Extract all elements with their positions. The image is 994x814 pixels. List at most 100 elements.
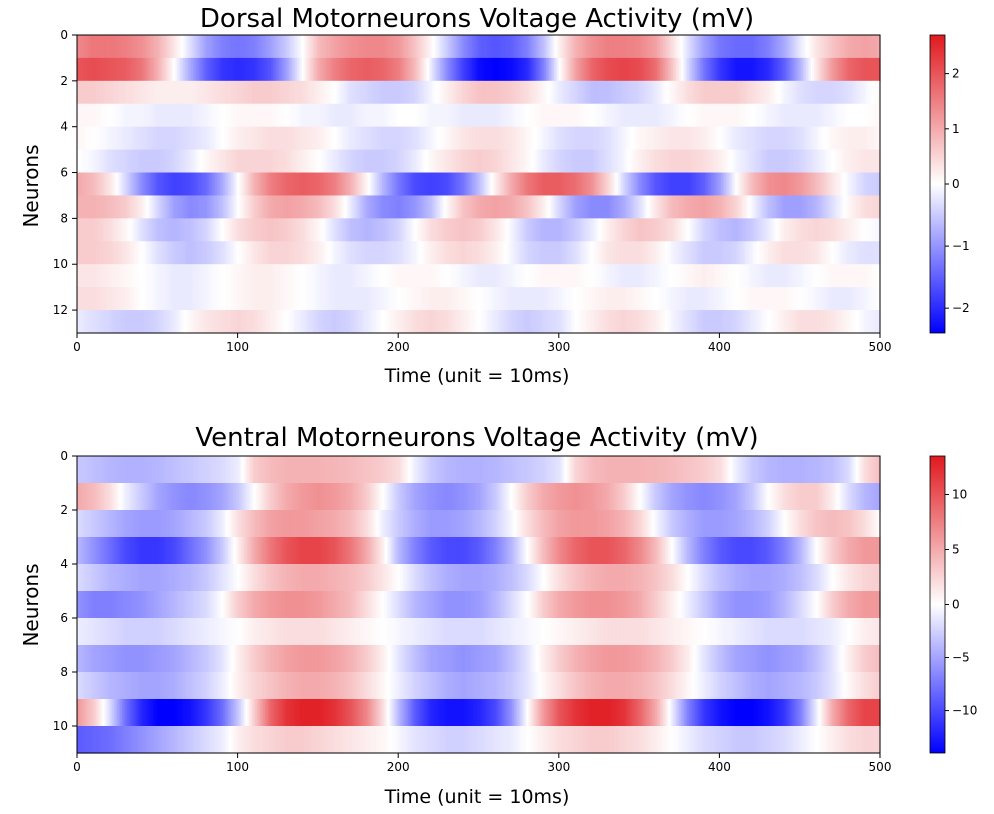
heatmap-cell xyxy=(308,172,311,197)
heatmap-cell xyxy=(375,195,378,219)
heatmap-cell xyxy=(682,57,685,82)
heatmap-cell xyxy=(102,195,105,219)
heatmap-cell xyxy=(443,241,446,265)
heatmap-cell xyxy=(735,218,738,242)
heatmap-cell xyxy=(110,57,113,82)
heatmap-cell xyxy=(505,149,509,174)
heatmap-cell xyxy=(99,35,102,59)
heatmap-cell xyxy=(603,35,606,59)
heatmap-cell xyxy=(465,35,468,59)
heatmap-cell xyxy=(672,218,676,242)
heatmap-cell xyxy=(317,195,321,219)
heatmap-cell xyxy=(500,195,504,219)
heatmap-cell xyxy=(138,172,141,197)
heatmap-cell xyxy=(276,80,279,105)
heatmap-cell xyxy=(441,57,444,82)
heatmap-cell xyxy=(623,195,626,219)
heatmap-cell xyxy=(590,195,594,219)
heatmap-cell xyxy=(113,126,117,151)
heatmap-cell xyxy=(509,126,512,151)
heatmap-cell xyxy=(431,149,435,174)
heatmap-cell xyxy=(181,80,184,105)
heatmap-cell xyxy=(682,218,685,242)
heatmap-cell xyxy=(277,126,280,151)
heatmap-cell xyxy=(833,57,836,82)
heatmap-cell xyxy=(839,149,843,174)
heatmap-cell xyxy=(790,103,793,128)
heatmap-cell xyxy=(537,218,541,242)
heatmap-cell xyxy=(695,35,698,59)
heatmap-cell xyxy=(711,218,714,242)
heatmap-cell xyxy=(264,35,268,59)
heatmap-cell xyxy=(226,57,229,82)
heatmap-cell xyxy=(592,241,595,265)
heatmap-cell xyxy=(814,80,817,105)
heatmap-cell xyxy=(815,57,818,82)
heatmap-cell xyxy=(634,80,637,105)
heatmap-cell xyxy=(197,218,200,242)
heatmap-cell xyxy=(260,241,263,265)
heatmap-cell xyxy=(494,35,497,59)
heatmap-cell xyxy=(854,80,857,105)
heatmap-cell xyxy=(846,218,849,242)
heatmap-cell xyxy=(295,103,298,128)
heatmap-cell xyxy=(367,80,370,105)
heatmap-cell xyxy=(597,57,600,82)
heatmap-cell xyxy=(793,241,796,265)
heatmap-cell xyxy=(152,57,155,82)
heatmap-cell xyxy=(125,218,128,242)
heatmap-cell xyxy=(191,80,194,105)
heatmap-cell xyxy=(168,103,171,128)
heatmap-cell xyxy=(147,241,150,265)
heatmap-cell xyxy=(626,172,629,197)
heatmap-cell xyxy=(372,218,375,242)
heatmap-cell xyxy=(362,57,366,82)
heatmap-cell xyxy=(133,103,136,128)
heatmap-cell xyxy=(688,218,692,242)
heatmap-cell xyxy=(333,195,337,219)
heatmap-cell xyxy=(690,218,693,242)
heatmap-cell xyxy=(309,126,313,151)
heatmap-cell xyxy=(205,126,208,151)
heatmap-cell xyxy=(815,126,818,151)
heatmap-cell xyxy=(729,172,732,197)
heatmap-cell xyxy=(235,195,239,219)
heatmap-cell xyxy=(121,80,125,105)
heatmap-cell xyxy=(99,103,102,128)
heatmap-cell xyxy=(740,80,743,105)
heatmap-cell xyxy=(852,195,855,219)
heatmap-cell xyxy=(422,195,425,219)
heatmap-cell xyxy=(255,103,258,128)
heatmap-cell xyxy=(552,57,555,82)
heatmap-cell xyxy=(457,172,460,197)
heatmap-cell xyxy=(541,57,544,82)
heatmap-cell xyxy=(377,80,380,105)
heatmap-cell xyxy=(562,149,565,174)
heatmap-cell xyxy=(284,241,287,265)
heatmap-cell xyxy=(735,172,738,197)
heatmap-cell xyxy=(536,218,539,242)
heatmap-cell xyxy=(401,103,404,128)
heatmap-cell xyxy=(197,241,200,265)
heatmap-cell xyxy=(88,218,91,242)
heatmap-cell xyxy=(443,172,446,197)
heatmap-cell xyxy=(125,57,128,82)
heatmap-cell xyxy=(327,195,330,219)
heatmap-cell xyxy=(306,103,309,128)
heatmap-cell xyxy=(419,57,422,82)
heatmap-cell xyxy=(791,149,794,174)
heatmap-cell xyxy=(97,149,101,174)
heatmap-cell xyxy=(621,241,624,265)
heatmap-cell xyxy=(268,103,271,128)
heatmap-cell xyxy=(407,35,411,59)
heatmap-cell xyxy=(600,57,603,82)
heatmap-cell xyxy=(96,195,99,219)
heatmap-cell xyxy=(245,35,248,59)
heatmap-cell xyxy=(496,35,499,59)
heatmap-cell xyxy=(717,103,720,128)
heatmap-cell xyxy=(152,149,155,174)
heatmap-cell xyxy=(361,241,364,265)
heatmap-cell xyxy=(157,172,160,197)
heatmap-cell xyxy=(611,126,615,151)
heatmap-cell xyxy=(316,57,319,82)
